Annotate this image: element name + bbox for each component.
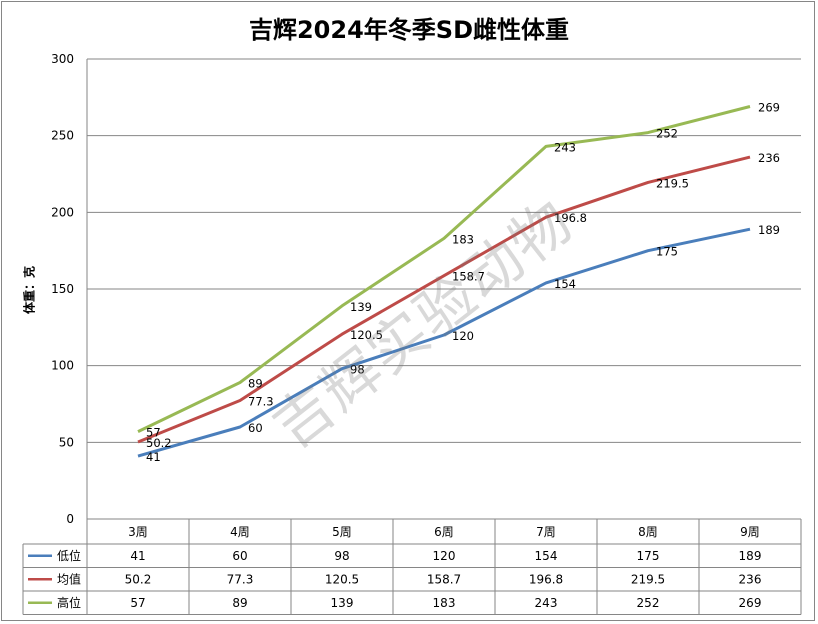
x-tick-label: 6周 xyxy=(434,525,454,539)
y-tick-label: 0 xyxy=(66,512,74,526)
y-tick-label: 300 xyxy=(51,52,74,66)
table-cell: 57 xyxy=(130,596,145,610)
x-tick-label: 8周 xyxy=(638,525,658,539)
legend-label: 低位 xyxy=(57,548,81,563)
data-label: 236 xyxy=(758,151,780,165)
table-cell: 98 xyxy=(334,549,349,563)
y-tick-label: 100 xyxy=(51,359,74,373)
series-line xyxy=(137,227,751,458)
data-label: 269 xyxy=(758,101,780,115)
table-cell: 77.3 xyxy=(227,572,254,586)
series-line xyxy=(137,105,751,433)
table-cell: 219.5 xyxy=(631,572,665,586)
table-cell: 120 xyxy=(433,549,456,563)
x-tick-label: 3周 xyxy=(128,525,148,539)
y-tick-label: 200 xyxy=(51,205,74,219)
table-cell: 189 xyxy=(739,549,762,563)
data-label: 183 xyxy=(452,232,474,246)
table-cell: 89 xyxy=(232,596,247,610)
table-cell: 236 xyxy=(739,572,762,586)
data-label: 189 xyxy=(758,223,780,237)
legend-label: 均值 xyxy=(57,571,81,586)
table-cell: 120.5 xyxy=(325,572,359,586)
data-label: 243 xyxy=(554,140,576,154)
table-cell: 175 xyxy=(637,549,660,563)
table-cell: 252 xyxy=(637,596,660,610)
table-cell: 269 xyxy=(739,596,762,610)
data-label: 196.8 xyxy=(554,211,587,225)
table-cell: 154 xyxy=(535,549,558,563)
data-label: 175 xyxy=(656,245,678,259)
table-cell: 243 xyxy=(535,596,558,610)
data-label: 60 xyxy=(248,421,263,435)
data-label: 120.5 xyxy=(350,328,383,342)
data-label: 57 xyxy=(146,426,161,440)
data-label: 77.3 xyxy=(248,394,274,408)
data-label: 158.7 xyxy=(452,270,485,284)
table-cell: 41 xyxy=(130,549,145,563)
x-tick-label: 4周 xyxy=(230,525,250,539)
data-label: 120 xyxy=(452,329,474,343)
table-cell: 158.7 xyxy=(427,572,461,586)
y-tick-label: 50 xyxy=(59,435,74,449)
chart-title: 吉辉2024年冬季SD雌性体重 xyxy=(248,16,569,44)
data-label: 219.5 xyxy=(656,176,689,190)
table-cell: 50.2 xyxy=(125,572,152,586)
series-line xyxy=(137,155,751,444)
legend-label: 高位 xyxy=(57,595,81,610)
y-tick-label: 150 xyxy=(51,282,74,296)
data-label: 41 xyxy=(146,450,161,464)
data-label: 252 xyxy=(656,127,678,141)
data-label: 154 xyxy=(554,277,576,291)
data-label: 89 xyxy=(248,377,263,391)
data-label: 50.2 xyxy=(146,436,172,450)
table-cell: 139 xyxy=(331,596,354,610)
x-tick-label: 9周 xyxy=(740,525,760,539)
data-label: 139 xyxy=(350,300,372,314)
y-tick-label: 250 xyxy=(51,129,74,143)
table-cell: 60 xyxy=(232,549,247,563)
data-label: 98 xyxy=(350,363,365,377)
x-tick-label: 7周 xyxy=(536,525,556,539)
table-cell: 196.8 xyxy=(529,572,563,586)
x-tick-label: 5周 xyxy=(332,525,352,539)
table-cell: 183 xyxy=(433,596,456,610)
